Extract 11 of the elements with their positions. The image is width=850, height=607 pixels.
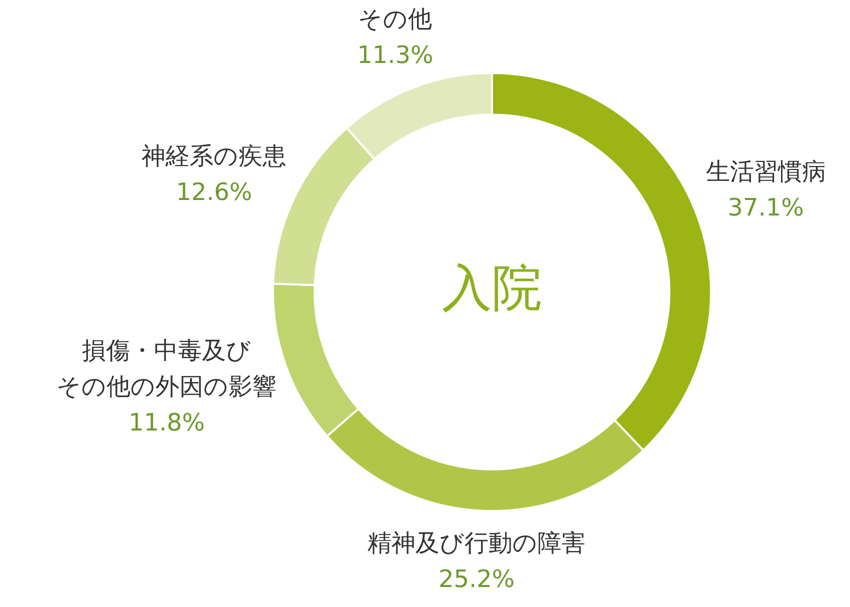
slice-label: 精神及び行動の障害 bbox=[368, 528, 586, 557]
slice-label: 損傷・中毒及びその他の外因の影響 bbox=[56, 336, 277, 401]
slice-label: 神経系の疾患 bbox=[142, 142, 287, 170]
text: 入院 bbox=[442, 258, 542, 317]
slice-label: 生活習慣病 bbox=[706, 157, 826, 186]
slice-label: その他 bbox=[358, 4, 432, 33]
data-label: 12.6% bbox=[176, 178, 252, 206]
data-label: 11.8% bbox=[128, 408, 205, 437]
data-label: 11.3% bbox=[357, 40, 434, 69]
data-label: 37.1% bbox=[728, 193, 804, 222]
data-label: 25.2% bbox=[438, 564, 515, 593]
